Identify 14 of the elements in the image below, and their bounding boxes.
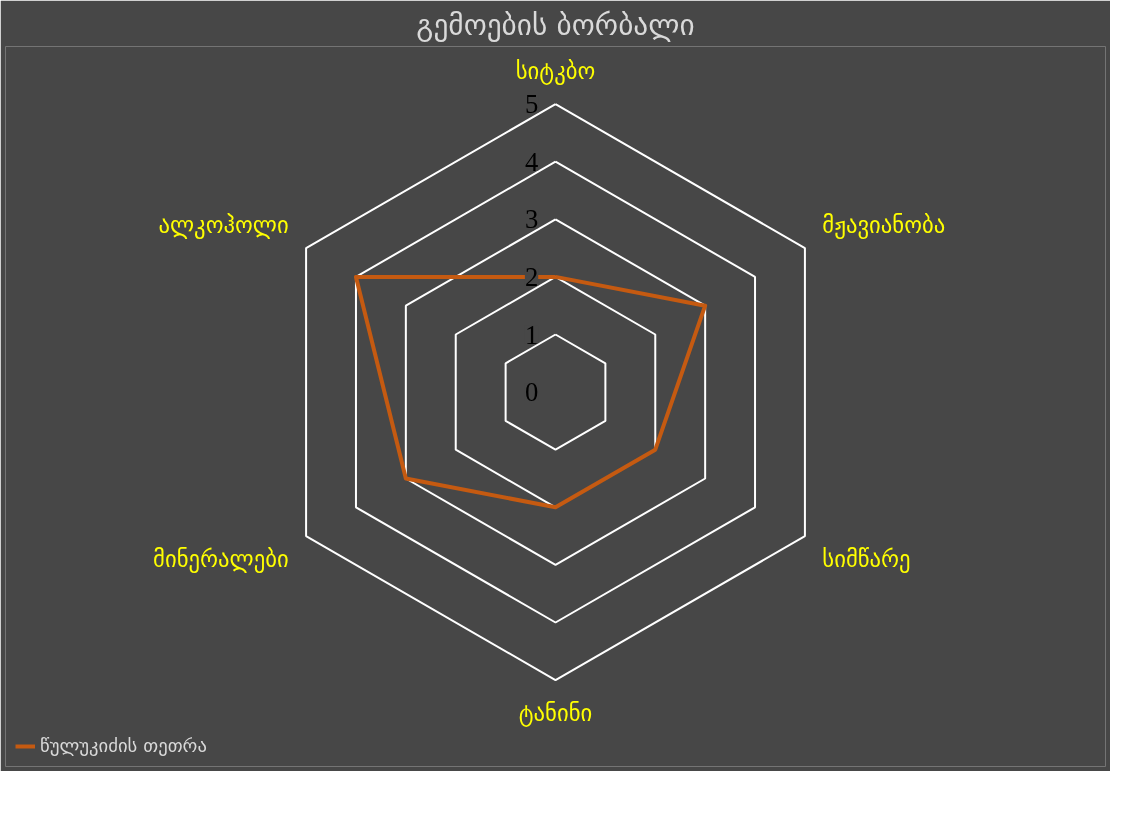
spoke-label: მჟავიანობა: [822, 212, 946, 240]
y-tick-label: 5: [524, 89, 539, 120]
spoke-label: სიმწარე: [822, 546, 911, 574]
y-tick-label: 2: [524, 261, 539, 292]
spoke-label: ალკოჰოლი: [158, 212, 289, 240]
spoke-label: სიტკბო: [515, 57, 596, 85]
y-tick-label: 4: [524, 146, 539, 177]
y-tick-label: 1: [524, 319, 539, 350]
spoke-label: ტანინი: [518, 700, 593, 728]
spoke-label: მინერალები: [153, 546, 289, 574]
chart-title: გემოების ბორბალი: [416, 7, 695, 42]
y-tick-label: 0: [524, 377, 539, 408]
y-tick-label: 3: [524, 204, 539, 235]
legend-label: წულუკიძის თეთრა: [40, 735, 207, 756]
